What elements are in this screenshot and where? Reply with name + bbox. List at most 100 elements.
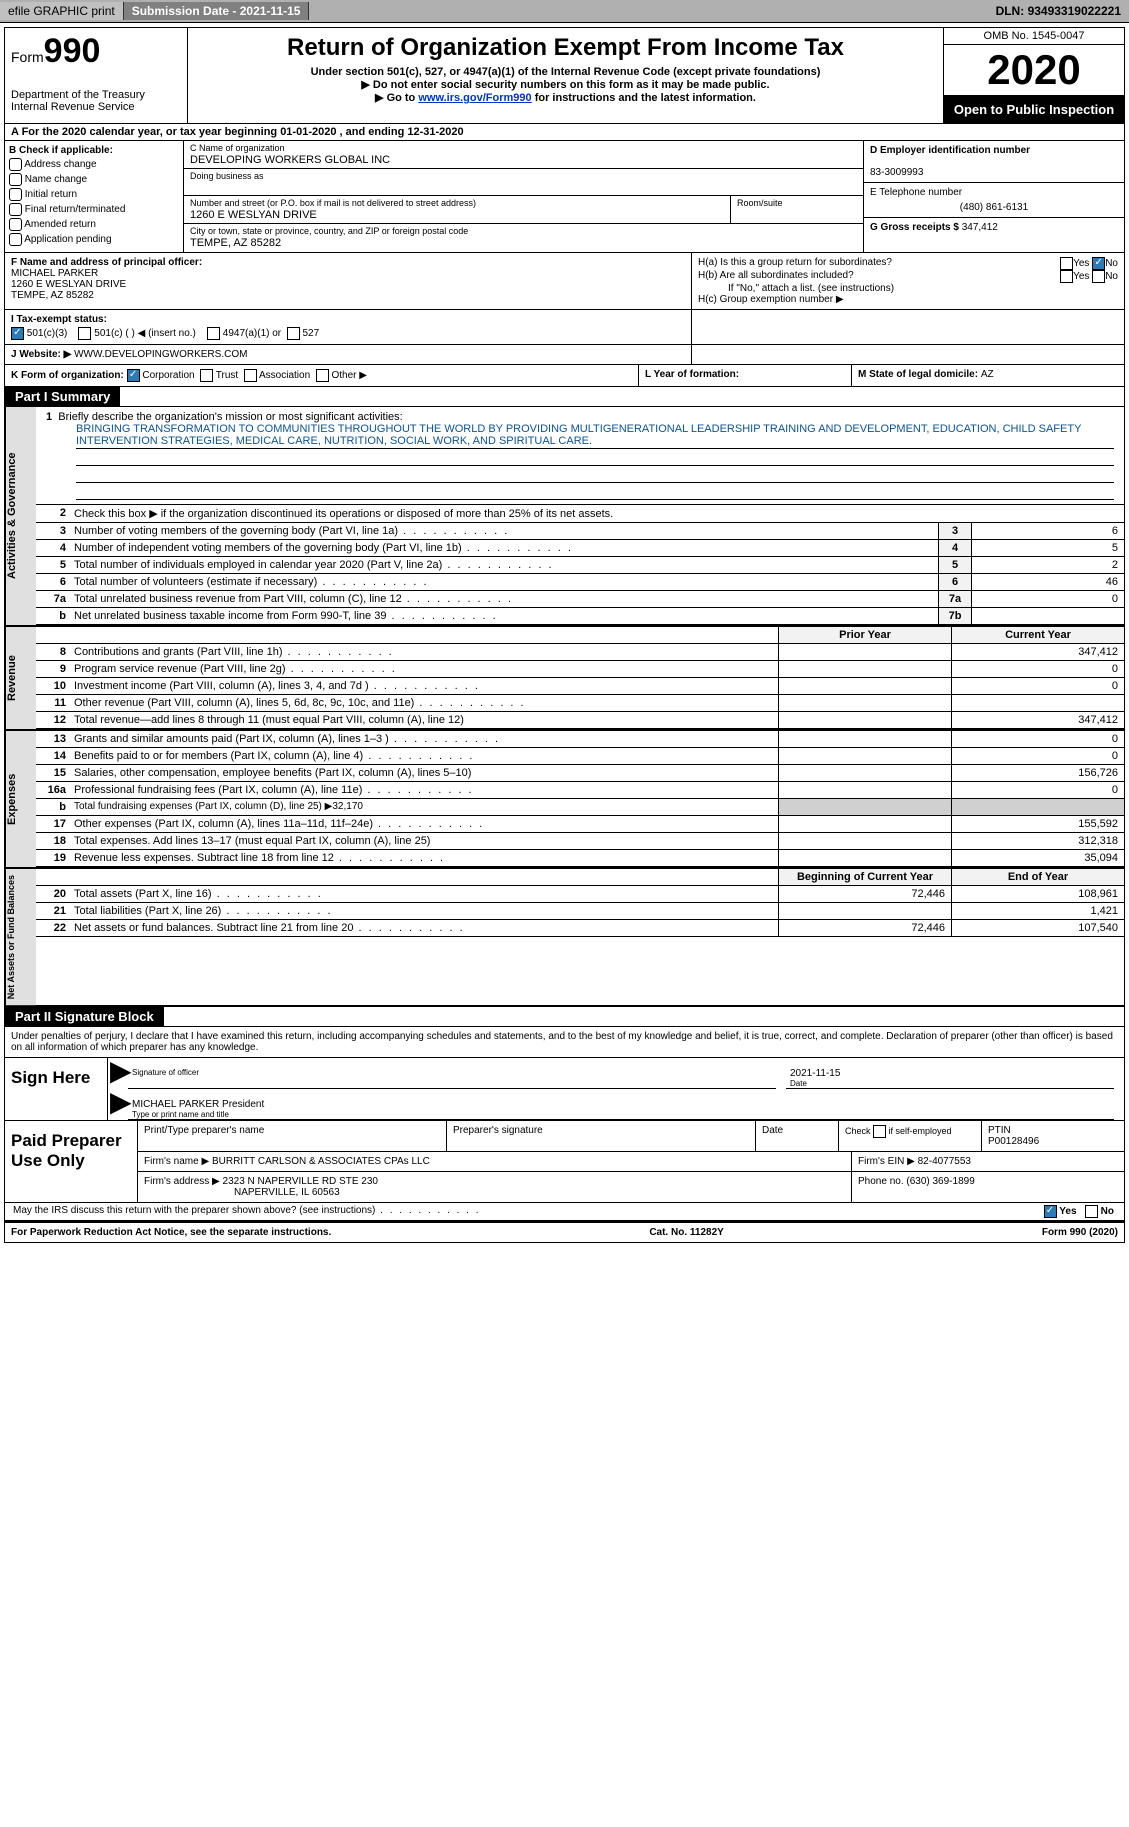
sig-name: MICHAEL PARKER President	[132, 1099, 264, 1110]
pra-notice: For Paperwork Reduction Act Notice, see …	[11, 1227, 331, 1238]
check-corp[interactable]	[127, 369, 140, 382]
website-label: J Website: ▶	[11, 349, 71, 360]
l15-prev	[778, 765, 951, 781]
l15-num: 15	[36, 765, 70, 781]
check-4947[interactable]	[207, 327, 220, 340]
discuss-no[interactable]	[1085, 1205, 1098, 1218]
label-4947: 4947(a)(1) or	[223, 328, 281, 339]
line2-desc: Check this box ▶ if the organization dis…	[70, 505, 1124, 522]
check-other[interactable]	[316, 369, 329, 382]
check-initial[interactable]: Initial return	[9, 188, 179, 201]
phone-label: E Telephone number	[870, 187, 962, 198]
revenue-section: Revenue Prior YearCurrent Year 8Contribu…	[5, 625, 1124, 729]
discuss-label: May the IRS discuss this return with the…	[5, 1203, 904, 1220]
state-domicile: AZ	[981, 369, 994, 380]
tax-exempt-label: I Tax-exempt status:	[11, 314, 107, 325]
prep-sig-label: Preparer's signature	[447, 1121, 756, 1151]
l11-desc: Other revenue (Part VIII, column (A), li…	[70, 695, 778, 711]
discuss-yes[interactable]	[1044, 1205, 1057, 1218]
street-label: Number and street (or P.O. box if mail i…	[190, 198, 476, 208]
hb-no-label: No	[1105, 271, 1118, 282]
l4-box: 4	[938, 540, 971, 556]
l16a-prev	[778, 782, 951, 798]
label-trust: Trust	[216, 370, 238, 381]
l17-curr: 155,592	[951, 816, 1124, 832]
ein: 83-3009993	[870, 167, 923, 178]
l18-curr: 312,318	[951, 833, 1124, 849]
l17-prev	[778, 816, 951, 832]
cat-no: Cat. No. 11282Y	[649, 1227, 723, 1238]
l4-val: 5	[971, 540, 1124, 556]
l18-prev	[778, 833, 951, 849]
ha-yes[interactable]	[1060, 257, 1073, 270]
l7b-desc: Net unrelated business taxable income fr…	[70, 608, 938, 624]
l9-desc: Program service revenue (Part VIII, line…	[70, 661, 778, 677]
l16b-desc: Total fundraising expenses (Part IX, col…	[70, 799, 778, 815]
sig-date: 2021-11-15	[790, 1068, 840, 1079]
efile-graphic-link[interactable]: efile GRAPHIC print	[0, 2, 124, 20]
check-501c3[interactable]	[11, 327, 24, 340]
l11-prev	[778, 695, 951, 711]
preparer-row: Paid Preparer Use Only Print/Type prepar…	[5, 1121, 1124, 1203]
website: WWW.DEVELOPINGWORKERS.COM	[74, 349, 247, 360]
l8-num: 8	[36, 644, 70, 660]
org-name-label: C Name of organization	[190, 143, 285, 153]
check-name-label: Name change	[25, 174, 87, 185]
l10-desc: Investment income (Part VIII, column (A)…	[70, 678, 778, 694]
current-year-header: Current Year	[951, 627, 1124, 643]
check-self-employed[interactable]	[873, 1125, 886, 1138]
check-name[interactable]: Name change	[9, 173, 179, 186]
check-address[interactable]: Address change	[9, 158, 179, 171]
box-d-e-g: D Employer identification number 83-3009…	[863, 141, 1124, 252]
phone: (480) 861-6131	[870, 202, 1118, 213]
l16b-curr	[951, 799, 1124, 815]
check-amended[interactable]: Amended return	[9, 218, 179, 231]
officer-city: TEMPE, AZ 85282	[11, 290, 94, 301]
declaration: Under penalties of perjury, I declare th…	[5, 1027, 1124, 1058]
hb-no[interactable]	[1092, 270, 1105, 283]
hb-label: H(b) Are all subordinates included?	[698, 270, 854, 283]
irs-link[interactable]: www.irs.gov/Form990	[418, 92, 531, 104]
dln-label: DLN:	[996, 4, 1028, 18]
topbar: efile GRAPHIC print Submission Date - 20…	[0, 0, 1129, 23]
net-assets-label: Net Assets or Fund Balances	[5, 869, 36, 1005]
omb-number: OMB No. 1545-0047	[944, 28, 1124, 45]
submission-date-value: 2021-11-15	[240, 4, 301, 18]
tax-year: 2020	[944, 45, 1124, 96]
l12-prev	[778, 712, 951, 728]
governance-section: Activities & Governance 1 Briefly descri…	[5, 407, 1124, 625]
firm-phone: (630) 369-1899	[906, 1176, 974, 1187]
end-year-header: End of Year	[951, 869, 1124, 885]
l14-num: 14	[36, 748, 70, 764]
officer-label: F Name and address of principal officer:	[11, 257, 202, 268]
label-501c3: 501(c)(3)	[27, 328, 68, 339]
hb-note: If "No," attach a list. (see instruction…	[698, 283, 1118, 294]
mission-text: BRINGING TRANSFORMATION TO COMMUNITIES T…	[76, 423, 1114, 449]
check-application[interactable]: Application pending	[9, 233, 179, 246]
gross-receipts: 347,412	[962, 222, 998, 233]
hb-yes[interactable]	[1060, 270, 1073, 283]
ein-label: D Employer identification number	[870, 145, 1030, 156]
check-assoc[interactable]	[244, 369, 257, 382]
form-label: Form990	[11, 32, 181, 71]
check-final[interactable]: Final return/terminated	[9, 203, 179, 216]
prior-year-header: Prior Year	[778, 627, 951, 643]
l4-num: 4	[36, 540, 70, 556]
l15-desc: Salaries, other compensation, employee b…	[70, 765, 778, 781]
l17-desc: Other expenses (Part IX, column (A), lin…	[70, 816, 778, 832]
l7a-val: 0	[971, 591, 1124, 607]
part1-header: Part I Summary	[5, 387, 120, 406]
section-b-c-d: B Check if applicable: Address change Na…	[5, 141, 1124, 253]
part2-header: Part II Signature Block	[5, 1007, 164, 1026]
check-trust[interactable]	[200, 369, 213, 382]
label-other: Other ▶	[331, 370, 366, 381]
check-501c[interactable]	[78, 327, 91, 340]
submission-label: Submission Date -	[132, 4, 240, 18]
label-501c: 501(c) ( ) ◀ (insert no.)	[94, 328, 196, 339]
sig-officer-label: Signature of officer	[132, 1068, 772, 1077]
revenue-label: Revenue	[5, 627, 36, 729]
line1-label: Briefly describe the organization's miss…	[58, 411, 402, 423]
check-527[interactable]	[287, 327, 300, 340]
prep-date-label: Date	[756, 1121, 839, 1151]
ha-no[interactable]	[1092, 257, 1105, 270]
